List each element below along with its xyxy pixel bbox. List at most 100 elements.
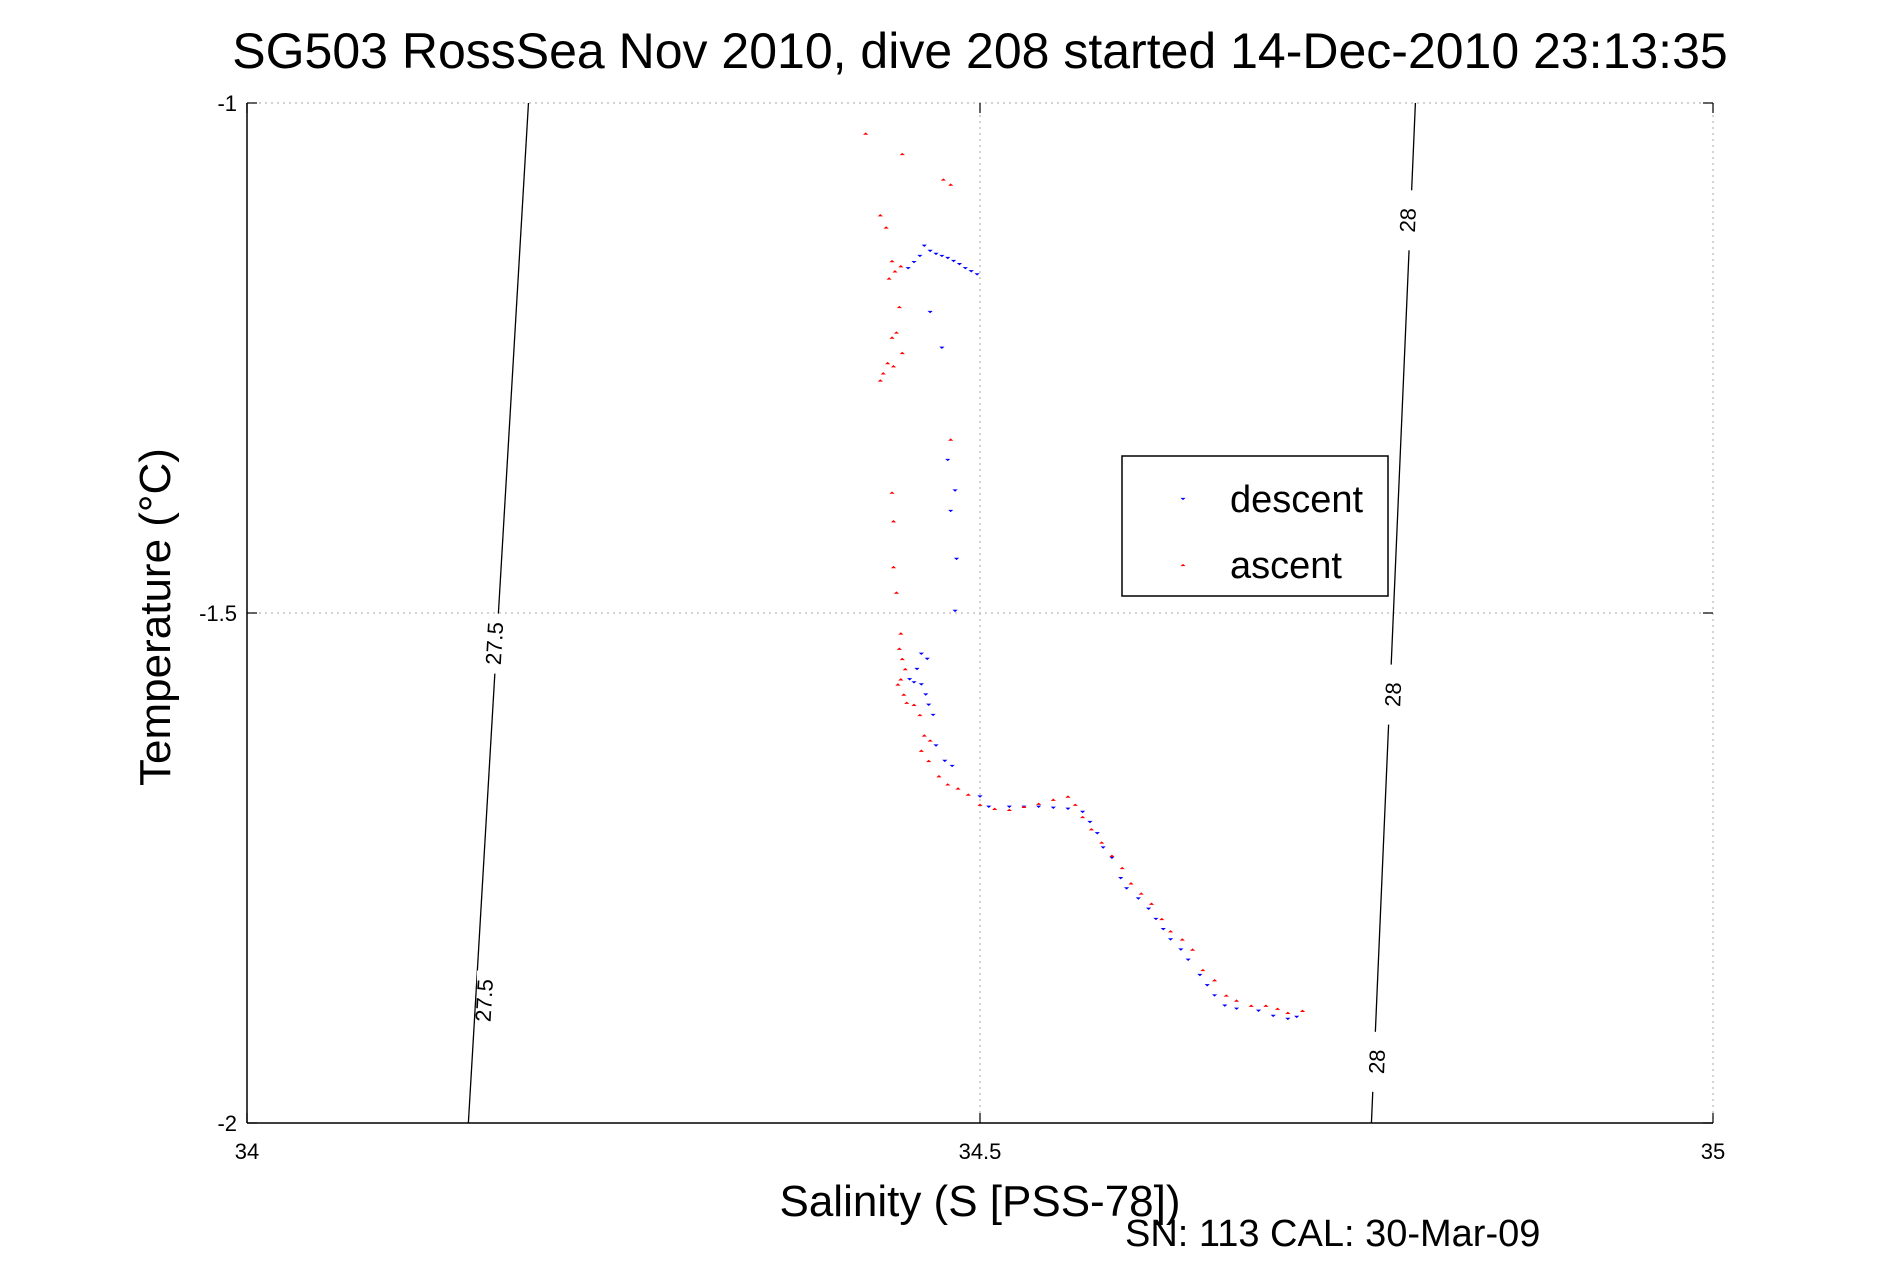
ascent-point — [880, 372, 886, 375]
x-tick-label: 34 — [235, 1139, 259, 1164]
descent-point — [952, 489, 958, 492]
descent-point — [1135, 897, 1141, 900]
descent-point — [1167, 938, 1174, 941]
ascent-point — [917, 713, 923, 717]
ascent-point — [898, 678, 904, 681]
ascent-point — [945, 783, 951, 786]
descent-point — [926, 703, 932, 706]
descent-point — [977, 795, 983, 798]
descent-point — [1065, 807, 1071, 811]
ascent-point — [1200, 968, 1206, 972]
ascent-point — [889, 491, 895, 494]
descent-point — [945, 256, 951, 260]
ascent-point — [1189, 948, 1196, 951]
ascent-point — [877, 214, 883, 217]
ascent-point — [1128, 882, 1134, 885]
descent-point — [1100, 846, 1106, 849]
x-axis-label: Salinity (S [PSS-78]) — [779, 1177, 1180, 1226]
legend-marker-ascent — [1180, 563, 1186, 567]
descent-point — [1124, 887, 1130, 890]
descent-point — [917, 254, 923, 258]
ascent-point — [977, 803, 983, 806]
density-contours: 27.5 27.5 28 28 28 — [467, 102, 1421, 1124]
descent-point — [1050, 806, 1056, 809]
contour-label-gap — [1400, 190, 1419, 251]
descent-point — [949, 764, 955, 768]
footnote: SN: 113 CAL: 30-Mar-09 — [1125, 1213, 1540, 1255]
ascent-point — [1050, 798, 1056, 801]
descent-point — [930, 713, 936, 717]
legend: descent ascent — [1121, 455, 1389, 597]
ascent-point — [921, 734, 927, 737]
ascent-point — [898, 265, 904, 268]
ascent-point — [901, 693, 907, 696]
descent-point — [927, 249, 933, 253]
legend-label-ascent: ascent — [1230, 545, 1342, 587]
ascent-point — [1119, 866, 1125, 870]
ascent-point — [948, 183, 954, 186]
ascent-point — [927, 739, 933, 742]
contour-label: 28 — [1380, 682, 1406, 708]
descent-point — [924, 657, 930, 661]
descent-point — [1204, 984, 1210, 987]
ascent-point — [893, 591, 900, 594]
ascent-point — [1167, 930, 1174, 933]
descent-point — [956, 262, 963, 266]
ascent-point — [863, 132, 869, 135]
descent-point — [951, 259, 957, 263]
descent-point — [918, 683, 924, 686]
ascent-point — [1223, 994, 1229, 997]
ascent-point — [1274, 1007, 1281, 1010]
axis-ticks: 34 34.5 35 -2 -1.5 -1 — [199, 91, 1725, 1164]
ascent-point — [965, 793, 971, 796]
ascent-point — [902, 667, 908, 671]
descent-point — [1094, 832, 1100, 835]
ascent-point — [1299, 1009, 1306, 1012]
ascent-point — [918, 749, 924, 752]
descent-point — [1185, 958, 1191, 961]
ascent-point — [890, 520, 897, 523]
contour-label-gap — [1369, 1031, 1388, 1092]
ascent-point — [1233, 999, 1240, 1002]
descent-point — [911, 260, 917, 264]
ascent-point — [955, 787, 961, 790]
ascent-point — [936, 775, 942, 778]
ascent-point — [898, 632, 904, 635]
x-tick-label: 34.5 — [959, 1139, 1002, 1164]
descent-point — [911, 681, 917, 684]
ascent-point — [992, 807, 998, 811]
contour-label: 28 — [1364, 1049, 1390, 1075]
descent-point — [1087, 820, 1093, 824]
descent-point — [1211, 994, 1218, 997]
ascent-point — [1248, 1004, 1254, 1007]
descent-point — [1036, 805, 1042, 808]
legend-marker-descent — [1180, 497, 1186, 501]
descent-point — [939, 346, 945, 349]
ascent-point — [1021, 805, 1027, 808]
ascent-point — [899, 657, 905, 661]
descent-point — [1153, 917, 1159, 921]
descent-point — [1294, 1015, 1300, 1019]
contour-label: 27.5 — [481, 621, 508, 665]
descent-point — [968, 270, 974, 273]
ascent-point — [1138, 892, 1144, 895]
density-contour-line — [1370, 102, 1417, 1124]
ascent-point — [877, 379, 883, 382]
legend-item-ascent: ascent — [1180, 545, 1342, 587]
data-points — [863, 132, 1306, 1021]
descent-point — [1109, 856, 1115, 859]
ascent-point — [885, 361, 891, 365]
contour-label-gap — [476, 970, 495, 1031]
x-tick-label: 35 — [1701, 1139, 1725, 1164]
descent-point — [1255, 1009, 1262, 1012]
ascent-point — [899, 351, 905, 355]
descent-point — [907, 678, 913, 681]
contour-label-gap — [487, 613, 506, 674]
ascent-point — [1285, 1011, 1291, 1015]
descent-point — [962, 267, 968, 270]
descent-point — [933, 252, 939, 256]
ascent-point — [890, 364, 897, 368]
ascent-point — [892, 270, 898, 273]
ascent-point — [895, 683, 901, 686]
